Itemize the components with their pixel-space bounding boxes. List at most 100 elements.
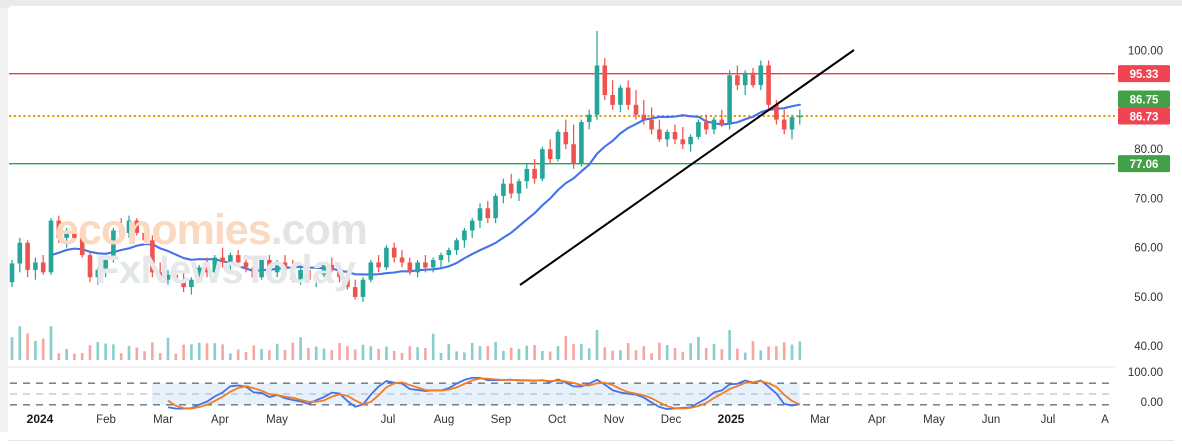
candle-body bbox=[103, 260, 108, 270]
volume-bar bbox=[244, 352, 248, 360]
volume-bar bbox=[634, 350, 638, 360]
stochastic-d-line bbox=[167, 377, 801, 410]
volume-bar bbox=[400, 352, 404, 360]
candle-body bbox=[165, 274, 171, 280]
candle-body bbox=[290, 267, 296, 280]
volume-bar bbox=[416, 347, 419, 360]
last-price-tag-label: 86.75 bbox=[1130, 94, 1159, 106]
chart-canvas[interactable]: 100.00 80.00 70.00 60.00 50.00 40.00 100.00 0.… bbox=[0, 8, 1182, 444]
window-top-edge-inner bbox=[8, 6, 1182, 10]
candle-body bbox=[282, 262, 288, 268]
candle-body bbox=[391, 247, 397, 258]
candle-body bbox=[423, 262, 428, 268]
volume-bar bbox=[689, 343, 692, 360]
resistance-tag[interactable]: 95.33 bbox=[1118, 65, 1170, 83]
volume-bar bbox=[463, 352, 466, 360]
volume-bar bbox=[650, 353, 653, 360]
volume-bar bbox=[361, 344, 365, 360]
candle-body bbox=[337, 269, 342, 278]
candle-body bbox=[571, 144, 576, 164]
candle-body bbox=[774, 104, 779, 120]
volume-bar bbox=[525, 345, 529, 360]
candle-body bbox=[446, 250, 452, 256]
candle-body bbox=[524, 168, 530, 182]
candle-body bbox=[150, 240, 155, 273]
price-axis[interactable]: 100.00 80.00 70.00 60.00 50.00 40.00 bbox=[1128, 46, 1163, 354]
candle-body bbox=[64, 230, 69, 238]
volume-bar bbox=[767, 346, 770, 360]
volume-bar bbox=[346, 346, 349, 360]
volume-bar bbox=[517, 348, 521, 360]
candle-body bbox=[579, 122, 584, 164]
volume-bar bbox=[291, 342, 295, 360]
candle-body bbox=[657, 129, 662, 140]
candle-body bbox=[594, 65, 600, 115]
volume-bar bbox=[18, 326, 22, 360]
volume-bar bbox=[112, 344, 115, 360]
volume-bar bbox=[626, 343, 630, 360]
candle-body bbox=[267, 260, 272, 273]
candle-body bbox=[618, 87, 623, 105]
resistance-tag-bg bbox=[1118, 65, 1170, 83]
candle-body bbox=[259, 260, 264, 278]
volume-bar bbox=[580, 344, 583, 360]
candle-body bbox=[781, 119, 787, 130]
uptrend-line[interactable] bbox=[519, 49, 855, 286]
candle-body bbox=[485, 208, 491, 219]
pivot-tag[interactable]: 86.73 bbox=[1118, 107, 1170, 125]
candle-body bbox=[352, 287, 358, 297]
volume-bar bbox=[486, 345, 490, 360]
volume-bar bbox=[96, 341, 100, 360]
candle-body bbox=[469, 220, 475, 231]
volume-bar bbox=[494, 341, 497, 360]
volume-bar bbox=[190, 344, 193, 360]
volume-bar bbox=[166, 337, 170, 360]
support-tag[interactable]: 77.06 bbox=[1118, 155, 1170, 173]
candle-body bbox=[540, 149, 545, 179]
volume-bar bbox=[330, 350, 334, 360]
candle-body bbox=[696, 122, 701, 137]
volume-bar bbox=[619, 350, 622, 360]
volume-bar bbox=[392, 350, 396, 360]
candle-body bbox=[688, 136, 693, 145]
chart-svg: 100.00 80.00 70.00 60.00 50.00 40.00 100.00 0.… bbox=[8, 30, 1170, 426]
price-axis-tick: 50.00 bbox=[1134, 292, 1163, 304]
candle-body bbox=[72, 230, 77, 238]
pivot-tag-bg bbox=[1118, 107, 1170, 125]
stochastic-reference-lines bbox=[10, 382, 1113, 406]
volume-bar bbox=[268, 350, 271, 360]
volume-bar bbox=[478, 346, 482, 360]
last-price-tag[interactable]: 86.75 bbox=[1118, 90, 1170, 108]
volume-bar bbox=[759, 350, 763, 360]
price-tag-group[interactable]: 95.33 86.75 86.73 77.06 bbox=[1118, 65, 1170, 173]
candle-body bbox=[680, 139, 686, 145]
volume-bar bbox=[213, 343, 217, 360]
candle-body bbox=[243, 262, 249, 268]
volume-bar bbox=[611, 350, 614, 360]
volume-bar bbox=[642, 346, 646, 360]
candle-body bbox=[329, 264, 335, 270]
volume-bar bbox=[143, 351, 146, 360]
horizontal-level-lines[interactable] bbox=[9, 72, 1115, 165]
volume-bar bbox=[158, 353, 162, 360]
oscillator-axis[interactable]: 100.00 0.00 bbox=[1128, 367, 1163, 409]
time-axis-tick: 2025 bbox=[718, 412, 745, 426]
volume-bar bbox=[447, 343, 451, 360]
time-axis[interactable]: 2024 Feb Mar Apr May Jul Aug Sep Oct Nov Dec 2025 Ma… bbox=[27, 412, 1110, 426]
volume-bar bbox=[26, 333, 29, 360]
candle-body bbox=[142, 232, 147, 241]
candle-body bbox=[758, 65, 764, 86]
candle-body bbox=[742, 72, 748, 86]
candle-body bbox=[797, 115, 803, 118]
candle-body bbox=[508, 183, 514, 194]
candle-body bbox=[345, 277, 350, 288]
volume-bar bbox=[369, 346, 373, 360]
candle-body bbox=[235, 255, 241, 263]
volume-bar bbox=[135, 347, 139, 360]
candle-body bbox=[415, 262, 420, 273]
candle-body bbox=[750, 72, 756, 86]
volume-bar bbox=[236, 349, 240, 360]
price-axis-tick: 70.00 bbox=[1134, 193, 1163, 205]
time-axis-tick: Aug bbox=[434, 414, 454, 426]
